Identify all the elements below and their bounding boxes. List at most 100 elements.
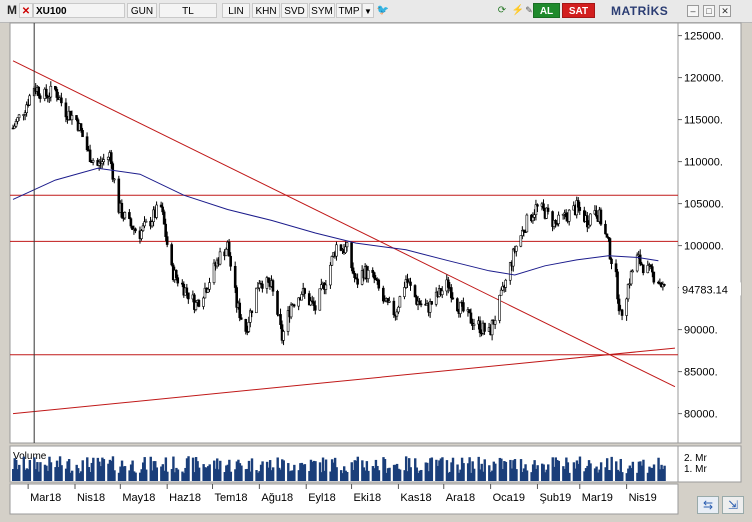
volume-bar (521, 471, 524, 481)
candle-body (250, 310, 254, 314)
candle-body (546, 207, 550, 212)
sym-button[interactable]: SYM (309, 3, 335, 18)
volume-bar (586, 465, 589, 481)
candle-body (174, 269, 178, 278)
candle (351, 262, 355, 275)
template-button[interactable]: TMP (336, 3, 362, 18)
volume-bar (80, 471, 83, 481)
resize-icon[interactable]: ⇲ (722, 496, 744, 514)
candle (70, 110, 74, 125)
settings-icon[interactable]: ✎ (525, 5, 533, 15)
sync-icon[interactable]: ⇆ (697, 496, 719, 514)
candle (377, 278, 381, 291)
chart-toolbar: M ✕ XU100 GUN TL LIN KHN SVD SYM TMP ▼ 🐦… (0, 0, 752, 23)
volume-bar (415, 467, 418, 481)
volume-bar (524, 464, 527, 481)
candle (248, 308, 252, 328)
candle (25, 101, 28, 117)
volume-bar (471, 461, 474, 481)
candle-body (335, 244, 338, 257)
currency-button[interactable]: TL (159, 3, 217, 18)
svd-button[interactable]: SVD (281, 3, 308, 18)
candle (11, 124, 15, 130)
volume-bar (640, 465, 644, 481)
volume-bar (67, 459, 71, 481)
candle (508, 261, 512, 285)
trend-line-ascending (12, 347, 676, 415)
candle-body (589, 213, 592, 226)
candle (608, 237, 612, 260)
candle-body (303, 288, 307, 294)
khn-button[interactable]: KHN (252, 3, 280, 18)
candle-body (631, 270, 634, 273)
candle-body (247, 322, 251, 332)
price-panel[interactable] (9, 22, 679, 444)
candle-body (616, 271, 619, 300)
volume-bar (217, 469, 220, 481)
x-tick-label: Ara18 (446, 492, 475, 504)
volume-bar (356, 456, 360, 481)
symbol-close-icon[interactable]: ✕ (19, 3, 33, 18)
close-window-icon[interactable]: ✕ (719, 5, 731, 17)
candle (499, 287, 503, 296)
candle-body (109, 152, 113, 164)
x-tick-label: Oca19 (493, 492, 525, 504)
buy-button[interactable]: AL (533, 3, 560, 18)
candle-body (450, 287, 453, 299)
candle (628, 278, 631, 289)
volume-bar (46, 470, 50, 481)
scale-button[interactable]: LIN (222, 3, 250, 18)
volume-bar (87, 467, 90, 481)
template-dropdown-icon[interactable]: ▼ (362, 3, 374, 18)
volume-bar (303, 464, 307, 481)
volume-bar (388, 467, 391, 481)
symbol-field[interactable]: XU100 (33, 3, 125, 18)
candle-body (265, 277, 269, 289)
candle-body (395, 311, 399, 317)
candle-body (345, 242, 349, 248)
candle-body (628, 283, 631, 286)
twitter-icon[interactable]: 🐦 (376, 5, 390, 16)
candle-body (64, 102, 68, 118)
candle-body (462, 302, 465, 312)
candle-body (235, 287, 238, 308)
volume-bar (373, 468, 376, 481)
period-button[interactable]: GUN (127, 3, 157, 18)
candle (141, 222, 145, 232)
volume-bar (492, 461, 496, 481)
candle-body (640, 263, 644, 266)
volume-bar (596, 472, 600, 481)
sell-button[interactable]: SAT (562, 3, 595, 18)
volume-bar (163, 470, 166, 481)
candle (353, 270, 356, 283)
volume-bar (187, 456, 190, 481)
candle (451, 292, 455, 300)
candle-body (49, 85, 53, 98)
volume-bar (234, 469, 237, 481)
volume-bar (448, 471, 452, 481)
candle-body (651, 266, 654, 273)
candle-body (212, 262, 216, 283)
candle-body (608, 238, 612, 260)
volume-bar (619, 458, 622, 481)
lightning-icon[interactable]: ⚡ (511, 5, 525, 16)
candle-body (564, 212, 568, 218)
candle (434, 287, 438, 307)
volume-bar (43, 464, 47, 481)
candle-body (575, 200, 579, 216)
candle-body (522, 230, 526, 232)
minimize-icon[interactable]: – (687, 5, 699, 17)
candle (354, 273, 358, 280)
candle (536, 203, 539, 213)
volume-bar (352, 469, 355, 481)
volume-bar (151, 470, 154, 481)
candle (123, 211, 127, 220)
candle-body (329, 264, 332, 286)
volume-bar (642, 459, 645, 481)
candle (604, 220, 607, 235)
refresh-icon[interactable]: ⟳ (497, 5, 507, 16)
volume-bar (565, 457, 568, 481)
volume-bar (122, 466, 125, 481)
maximize-icon[interactable]: □ (703, 5, 715, 17)
